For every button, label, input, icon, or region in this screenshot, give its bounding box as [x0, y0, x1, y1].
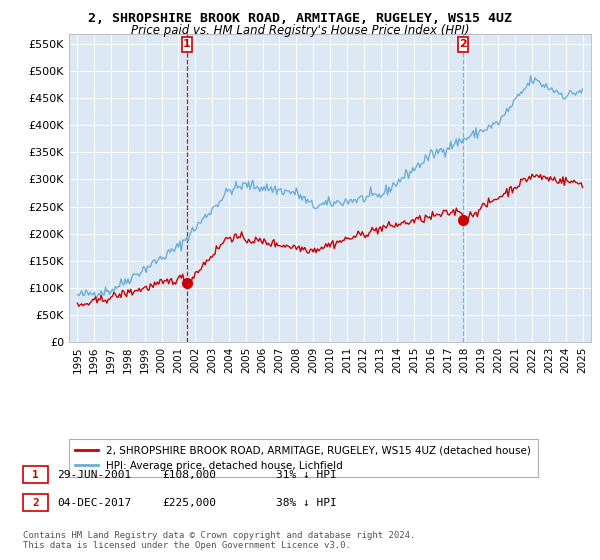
Text: 1: 1 — [183, 39, 191, 49]
Text: 2: 2 — [32, 498, 39, 508]
Text: Contains HM Land Registry data © Crown copyright and database right 2024.
This d: Contains HM Land Registry data © Crown c… — [23, 530, 415, 550]
FancyBboxPatch shape — [182, 37, 192, 52]
Text: 29-JUN-2001: 29-JUN-2001 — [57, 470, 131, 480]
Text: 31% ↓ HPI: 31% ↓ HPI — [276, 470, 337, 480]
Text: 1: 1 — [32, 470, 39, 480]
Text: 04-DEC-2017: 04-DEC-2017 — [57, 498, 131, 508]
Text: 2, SHROPSHIRE BROOK ROAD, ARMITAGE, RUGELEY, WS15 4UZ: 2, SHROPSHIRE BROOK ROAD, ARMITAGE, RUGE… — [88, 12, 512, 25]
Legend: 2, SHROPSHIRE BROOK ROAD, ARMITAGE, RUGELEY, WS15 4UZ (detached house), HPI: Ave: 2, SHROPSHIRE BROOK ROAD, ARMITAGE, RUGE… — [69, 439, 538, 477]
Text: 2: 2 — [459, 39, 467, 49]
Text: 38% ↓ HPI: 38% ↓ HPI — [276, 498, 337, 508]
Text: £108,000: £108,000 — [162, 470, 216, 480]
Text: Price paid vs. HM Land Registry's House Price Index (HPI): Price paid vs. HM Land Registry's House … — [131, 24, 469, 36]
FancyBboxPatch shape — [458, 37, 468, 52]
Text: £225,000: £225,000 — [162, 498, 216, 508]
